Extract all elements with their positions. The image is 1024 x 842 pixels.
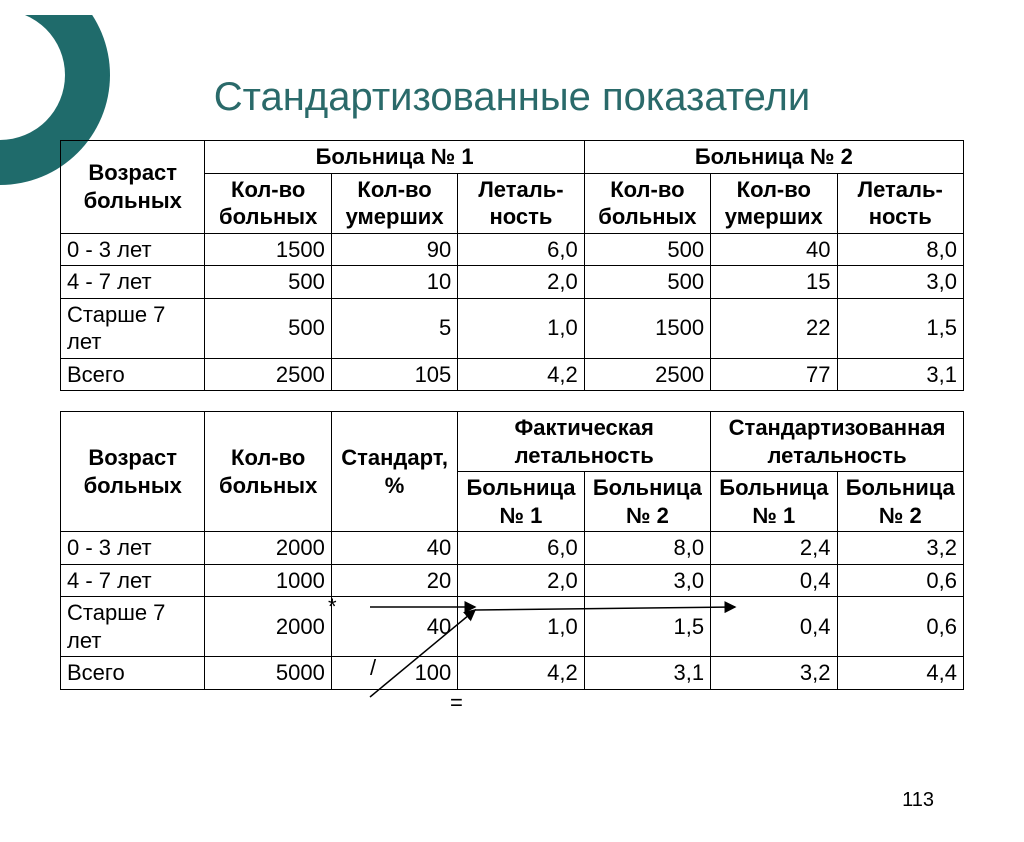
cell: 40 bbox=[331, 597, 457, 657]
page-title: Стандартизованные показатели bbox=[0, 75, 1024, 120]
cell: 1,5 bbox=[837, 298, 964, 358]
sub-h1-leth: Леталь-ность bbox=[458, 173, 584, 233]
sub-a-h2: Больница № 2 bbox=[584, 472, 710, 532]
page-number: 113 bbox=[902, 789, 934, 812]
col-age: Возраст больных bbox=[61, 412, 205, 532]
table-row: Возраст больных Больница № 1 Больница № … bbox=[61, 141, 964, 174]
cell-age: Всего bbox=[61, 358, 205, 391]
equals-annotation: = bbox=[450, 690, 463, 716]
cell-age: Старше 7 лет bbox=[61, 298, 205, 358]
cell: 4,4 bbox=[837, 657, 964, 690]
tables-area: Возраст больных Больница № 1 Больница № … bbox=[0, 140, 1024, 690]
cell: 0,4 bbox=[711, 564, 837, 597]
asterisk-annotation: * bbox=[328, 594, 337, 620]
sub-a-h1: Больница № 1 bbox=[458, 472, 584, 532]
table-row: Всего 2500 105 4,2 2500 77 3,1 bbox=[61, 358, 964, 391]
cell: 500 bbox=[205, 266, 331, 299]
table-row: Возраст больных Кол-во больных Стандарт,… bbox=[61, 412, 964, 472]
cell: 3,0 bbox=[584, 564, 710, 597]
cell: 1500 bbox=[205, 233, 331, 266]
cell: 5000 bbox=[205, 657, 331, 690]
cell: 3,1 bbox=[837, 358, 964, 391]
cell: 100 bbox=[331, 657, 457, 690]
cell: 3,2 bbox=[711, 657, 837, 690]
cell-age: 4 - 7 лет bbox=[61, 266, 205, 299]
col-standard: Стандарт, % bbox=[331, 412, 457, 532]
col-std: Стандартизованная летальность bbox=[711, 412, 964, 472]
cell: 3,1 bbox=[584, 657, 710, 690]
cell: 22 bbox=[711, 298, 837, 358]
cell: 2,4 bbox=[711, 532, 837, 565]
cell: 2000 bbox=[205, 597, 331, 657]
table-row: 4 - 7 лет 500 10 2,0 500 15 3,0 bbox=[61, 266, 964, 299]
cell: 3,0 bbox=[837, 266, 964, 299]
cell: 6,0 bbox=[458, 233, 584, 266]
cell: 8,0 bbox=[837, 233, 964, 266]
cell-age: 0 - 3 лет bbox=[61, 233, 205, 266]
cell: 500 bbox=[584, 266, 710, 299]
col-age: Возраст больных bbox=[61, 141, 205, 234]
cell: 0,4 bbox=[711, 597, 837, 657]
table-row: 0 - 3 лет 2000 40 6,0 8,0 2,4 3,2 bbox=[61, 532, 964, 565]
sub-h1-deaths: Кол-во умерших bbox=[331, 173, 457, 233]
cell: 500 bbox=[584, 233, 710, 266]
table-standardized: Возраст больных Кол-во больных Стандарт,… bbox=[60, 411, 964, 690]
sub-h2-leth: Леталь-ность bbox=[837, 173, 964, 233]
cell: 90 bbox=[331, 233, 457, 266]
cell: 3,2 bbox=[837, 532, 964, 565]
cell: 8,0 bbox=[584, 532, 710, 565]
cell: 1,0 bbox=[458, 298, 584, 358]
cell: 40 bbox=[331, 532, 457, 565]
cell: 1,0 bbox=[458, 597, 584, 657]
cell-age: 4 - 7 лет bbox=[61, 564, 205, 597]
cell: 0,6 bbox=[837, 564, 964, 597]
table-row: Всего 5000 100 4,2 3,1 3,2 4,4 bbox=[61, 657, 964, 690]
cell: 1000 bbox=[205, 564, 331, 597]
table-hospitals: Возраст больных Больница № 1 Больница № … bbox=[60, 140, 964, 391]
sub-h2-patients: Кол-во больных bbox=[584, 173, 710, 233]
table-row: 0 - 3 лет 1500 90 6,0 500 40 8,0 bbox=[61, 233, 964, 266]
sub-s-h2: Больница № 2 bbox=[837, 472, 964, 532]
cell: 6,0 bbox=[458, 532, 584, 565]
col-patients: Кол-во больных bbox=[205, 412, 331, 532]
cell: 2500 bbox=[584, 358, 710, 391]
sub-h2-deaths: Кол-во умерших bbox=[711, 173, 837, 233]
cell: 20 bbox=[331, 564, 457, 597]
slash-annotation: / bbox=[370, 655, 376, 681]
cell: 0,6 bbox=[837, 597, 964, 657]
cell: 5 bbox=[331, 298, 457, 358]
sub-s-h1: Больница № 1 bbox=[711, 472, 837, 532]
col-group-h2: Больница № 2 bbox=[584, 141, 963, 174]
cell: 2000 bbox=[205, 532, 331, 565]
cell-age: Всего bbox=[61, 657, 205, 690]
table-row: Старше 7 лет 500 5 1,0 1500 22 1,5 bbox=[61, 298, 964, 358]
cell: 4,2 bbox=[458, 657, 584, 690]
cell-age: 0 - 3 лет bbox=[61, 532, 205, 565]
cell: 15 bbox=[711, 266, 837, 299]
cell: 1,5 bbox=[584, 597, 710, 657]
cell: 1500 bbox=[584, 298, 710, 358]
col-actual: Фактическая летальность bbox=[458, 412, 711, 472]
sub-h1-patients: Кол-во больных bbox=[205, 173, 331, 233]
cell: 77 bbox=[711, 358, 837, 391]
table-row: Старше 7 лет 2000 40 1,0 1,5 0,4 0,6 bbox=[61, 597, 964, 657]
cell: 2,0 bbox=[458, 266, 584, 299]
cell: 4,2 bbox=[458, 358, 584, 391]
cell: 2500 bbox=[205, 358, 331, 391]
col-group-h1: Больница № 1 bbox=[205, 141, 584, 174]
cell: 500 bbox=[205, 298, 331, 358]
cell: 40 bbox=[711, 233, 837, 266]
cell-age: Старше 7 лет bbox=[61, 597, 205, 657]
table-row: 4 - 7 лет 1000 20 2,0 3,0 0,4 0,6 bbox=[61, 564, 964, 597]
cell: 2,0 bbox=[458, 564, 584, 597]
cell: 10 bbox=[331, 266, 457, 299]
cell: 105 bbox=[331, 358, 457, 391]
